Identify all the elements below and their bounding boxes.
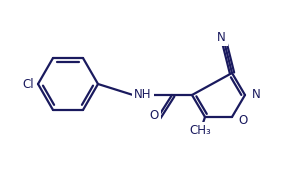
Text: NH: NH: [134, 88, 152, 101]
Text: Cl: Cl: [22, 77, 34, 91]
Text: O: O: [149, 109, 159, 122]
Text: CH₃: CH₃: [189, 124, 211, 137]
Text: N: N: [217, 31, 225, 44]
Text: O: O: [238, 115, 247, 128]
Text: N: N: [252, 88, 261, 101]
